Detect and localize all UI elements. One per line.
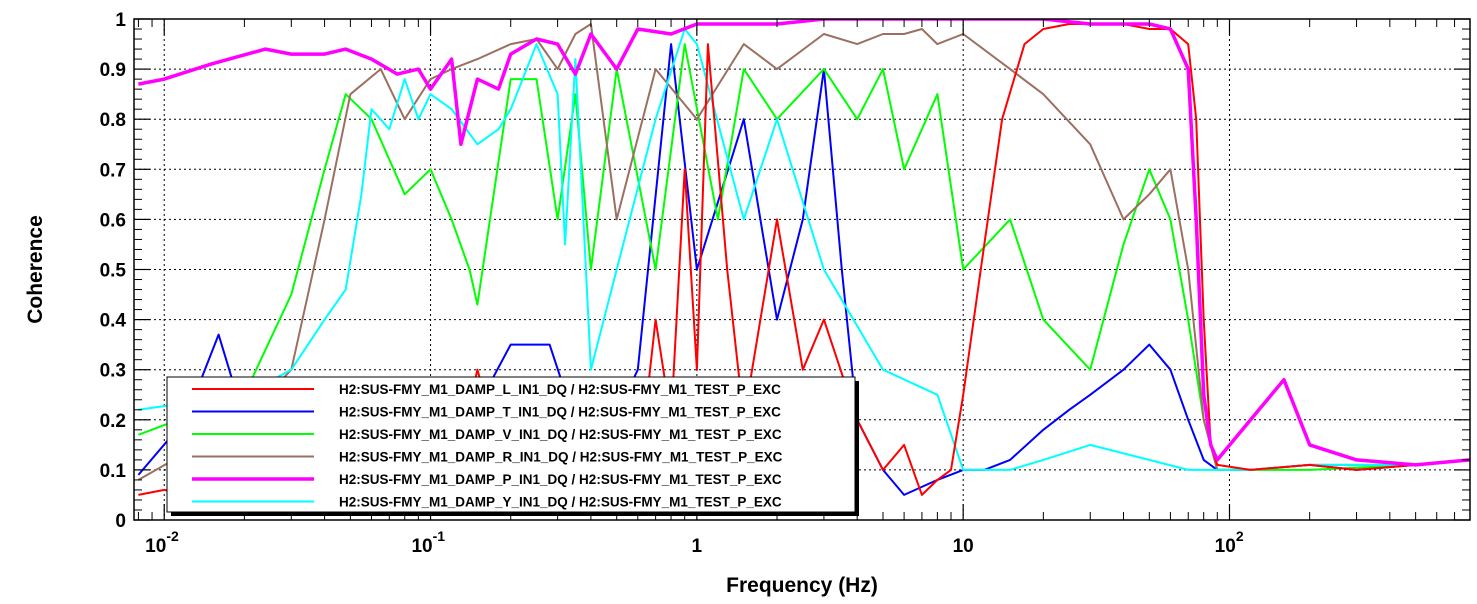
x-tick-label-exponent: -2 [166, 528, 179, 544]
y-tick-label: 0.9 [100, 60, 126, 81]
series-line-5 [138, 19, 1470, 467]
legend-label: H2:SUS-FMY_M1_DAMP_T_IN1_DQ / H2:SUS-FMY… [339, 405, 781, 420]
x-tick-label-base: 10 [411, 536, 432, 557]
x-tick-label: 10 -1 [411, 528, 445, 557]
x-tick-label: 10 -2 [145, 528, 179, 557]
y-tick-label: 0.5 [100, 261, 127, 282]
y-tick-label: 0.3 [100, 361, 126, 382]
x-tick-label-exponent: -1 [433, 528, 446, 544]
legend-label: H2:SUS-FMY_M1_DAMP_Y_IN1_DQ / H2:SUS-FMY… [339, 495, 782, 510]
y-tick-label: 0 [115, 511, 126, 532]
y-tick-label: 0.6 [100, 210, 126, 231]
legend-label: H2:SUS-FMY_M1_DAMP_V_IN1_DQ / H2:SUS-FMY… [339, 427, 782, 442]
x-tick-label-base: 1 [692, 536, 703, 557]
y-tick-label: 0.8 [100, 110, 126, 131]
legend-box [166, 376, 856, 513]
x-tick-label-exponent: 2 [1236, 528, 1244, 544]
x-tick-label: 10 2 [1215, 528, 1244, 557]
series-line-4 [137, 23, 1470, 481]
y-axis-title: Coherence [24, 215, 47, 324]
x-tick-label-base: 10 [953, 536, 974, 557]
series-line-3 [138, 43, 1470, 471]
y-tick-label: 0.7 [100, 160, 126, 181]
y-tick-label: 0.1 [100, 461, 127, 482]
legend: H2:SUS-FMY_M1_DAMP_L_IN1_DQ / H2:SUS-FMY… [166, 376, 859, 516]
x-tick-label: 10 [953, 536, 974, 557]
x-tick-label: 1 [692, 536, 703, 557]
y-tick-label: 0.2 [100, 411, 126, 432]
y-tick-label: 0.4 [100, 311, 127, 332]
legend-label: H2:SUS-FMY_M1_DAMP_P_IN1_DQ / H2:SUS-FMY… [339, 472, 782, 487]
x-tick-label-base: 10 [145, 536, 166, 557]
legend-label: H2:SUS-FMY_M1_DAMP_L_IN1_DQ / H2:SUS-FMY… [339, 382, 781, 397]
series-line-6 [138, 28, 1470, 471]
x-tick-label-base: 10 [1215, 536, 1236, 557]
x-axis-title: Frequency (Hz) [726, 574, 878, 597]
legend-label: H2:SUS-FMY_M1_DAMP_R_IN1_DQ / H2:SUS-FMY… [339, 450, 783, 465]
y-tick-label: 1 [115, 10, 126, 31]
